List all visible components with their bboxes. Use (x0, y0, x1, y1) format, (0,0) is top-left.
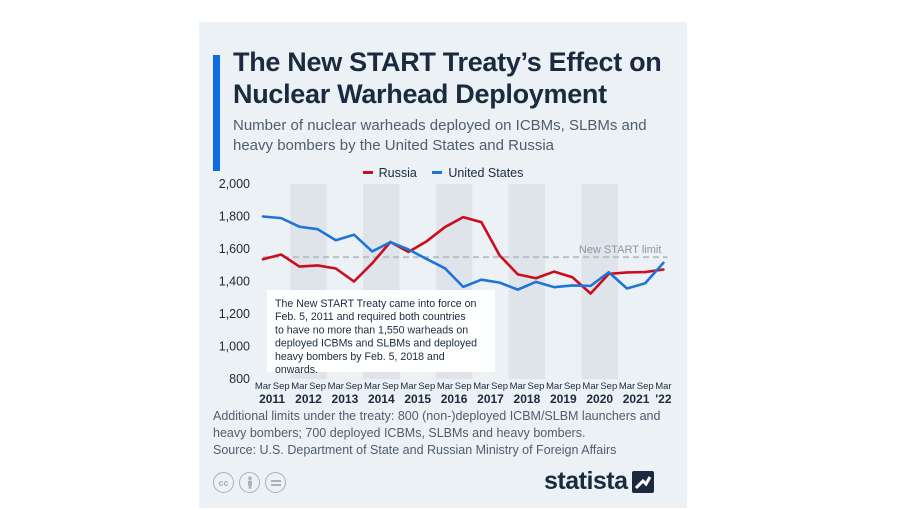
x-month-label: Sep (564, 381, 581, 392)
person-icon[interactable] (239, 472, 260, 493)
legend-item-us: United States (432, 166, 523, 180)
x-month-label: Sep (346, 381, 363, 392)
infographic-card: The New START Treaty’s Effect on Nuclear… (199, 22, 687, 508)
annotation-text: The New START Treaty came into force on F… (275, 298, 477, 376)
chart-title: The New START Treaty’s Effect on Nuclear… (233, 47, 662, 109)
legend: Russia United States (199, 163, 687, 180)
x-month-label: Mar (291, 381, 307, 392)
x-month-label: Sep (600, 381, 617, 392)
x-year-label: 2014 (368, 392, 395, 406)
x-year-label: 2011 (259, 392, 285, 406)
legend-swatch-russia (362, 171, 373, 174)
legend-swatch-us (432, 171, 443, 174)
line-chart: 800 1,000 1,200 1,400 1,600 1,800 2,000 New ST… (219, 177, 672, 406)
series-line-united-states (261, 215, 665, 291)
y-tick-label: 2,000 (219, 177, 250, 191)
annotation-line: Feb. 5, 2011 and required both countries (275, 311, 466, 323)
y-tick-label: 1,200 (219, 307, 250, 321)
annotation-line: The New START Treaty came into force on (275, 298, 476, 310)
x-month-label: Sep (491, 381, 508, 392)
y-tick-label: 1,800 (219, 210, 250, 224)
year-band (508, 184, 546, 379)
x-month-label: Mar (619, 381, 635, 392)
x-month-label: Sep (528, 381, 545, 392)
equals-icon[interactable] (265, 472, 286, 493)
x-year-label: '22 (655, 392, 672, 406)
annotation-line: deployed ICBMs and SLBMs and deployed (275, 338, 477, 350)
x-month-label: Sep (273, 381, 290, 392)
x-month-label: Mar (400, 381, 416, 392)
legend-label-russia: Russia (378, 165, 417, 180)
annotation-box (267, 290, 495, 372)
legend-label-us: United States (448, 165, 524, 180)
annotation-line: onwards. (275, 364, 318, 376)
annotation-group: The New START Treaty came into force on F… (267, 290, 495, 376)
y-tick-label: 1,600 (219, 242, 250, 256)
x-year-label: 2018 (514, 392, 541, 406)
legend-item-russia: Russia (362, 165, 417, 180)
x-axis: Mar Sep Mar Sep Mar Sep Mar Sep Mar Sep Mar Sep Mar S… (255, 381, 672, 406)
x-year-label: 2021 (623, 392, 650, 406)
series-line-russia (261, 215, 665, 295)
x-month-label: Sep (309, 381, 326, 392)
x-month-label: Mar (473, 381, 489, 392)
source-note: Source: U.S. Department of State and Rus… (213, 443, 617, 457)
x-year-label: 2017 (477, 392, 504, 406)
y-tick-label: 1,400 (219, 275, 250, 289)
annotation-line: to have no more than 1,550 warheads on (275, 324, 468, 336)
x-year-label: 2016 (441, 392, 468, 406)
x-month-label: Mar (510, 381, 526, 392)
chart-subtitle: Number of nuclear warheads deployed on I… (233, 117, 647, 154)
x-year-label: 2012 (295, 392, 322, 406)
x-month-label: Mar (328, 381, 344, 392)
x-year-label: 2019 (550, 392, 577, 406)
x-month-label: Sep (382, 381, 399, 392)
x-year-label: 2020 (586, 392, 613, 406)
statista-logo[interactable]: statista (544, 467, 654, 496)
x-month-label: Mar (437, 381, 453, 392)
annotation-line: heavy bombers by Feb. 5, 2018 and (275, 351, 445, 363)
y-axis: 800 1,000 1,200 1,400 1,600 1,800 2,000 (219, 177, 250, 386)
x-year-label: 2015 (404, 392, 431, 406)
x-month-label: Mar (655, 381, 671, 392)
brand-wordmark: statista (544, 467, 628, 495)
x-month-label: Mar (582, 381, 598, 392)
x-month-label: Sep (418, 381, 435, 392)
statista-mark-icon (631, 470, 654, 493)
reference-line-group: New START limit (263, 244, 668, 259)
x-month-label: Sep (637, 381, 654, 392)
x-month-label: Mar (255, 381, 271, 392)
reference-line-label: New START limit (579, 244, 662, 256)
year-band (581, 184, 618, 379)
y-tick-label: 800 (229, 372, 250, 386)
x-month-label: Mar (364, 381, 380, 392)
accent-bar (213, 55, 220, 171)
cc-icon[interactable]: cc (213, 472, 234, 493)
y-tick-label: 1,000 (219, 340, 250, 354)
series-lines (261, 215, 665, 295)
x-year-label: 2013 (332, 392, 359, 406)
license-icons: cc (213, 472, 291, 493)
footnote: Additional limits under the treaty: 800 … (213, 409, 661, 440)
x-month-label: Mar (546, 381, 562, 392)
x-month-label: Sep (455, 381, 472, 392)
